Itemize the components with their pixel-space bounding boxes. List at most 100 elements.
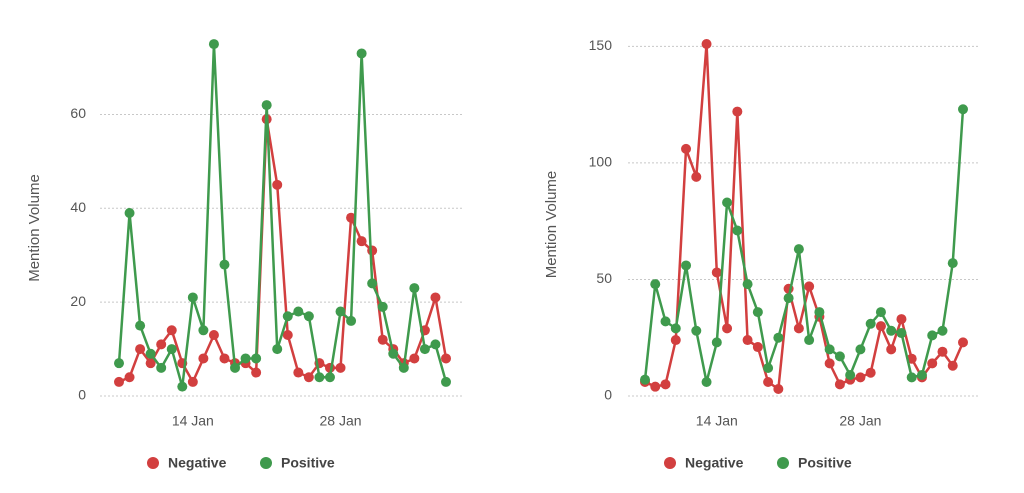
data-point (208, 39, 219, 50)
y-tick-label: 0 (78, 387, 86, 403)
data-point (367, 278, 378, 289)
data-point (742, 335, 753, 346)
data-point (272, 179, 283, 190)
data-point (219, 259, 230, 270)
data-point (896, 328, 907, 339)
data-point (409, 283, 420, 294)
data-point (114, 376, 124, 387)
legend-marker (260, 457, 272, 469)
data-point (303, 372, 314, 383)
data-point (114, 358, 124, 369)
data-point (398, 362, 409, 373)
data-point (441, 353, 451, 364)
y-axis-label: Mention Volume (543, 171, 560, 279)
y-axis-label: Mention Volume (26, 174, 43, 282)
legend-text: Negative (168, 455, 227, 471)
legend-marker (147, 457, 159, 469)
data-point (272, 344, 283, 355)
y-tick-label: 0 (604, 387, 612, 403)
data-point (670, 323, 681, 334)
data-point (916, 370, 927, 381)
data-point (722, 323, 733, 334)
data-point (388, 348, 399, 359)
data-point (208, 330, 219, 340)
data-point (793, 323, 804, 334)
data-point (282, 311, 293, 322)
data-point (906, 372, 917, 383)
data-point (937, 346, 948, 357)
data-point (187, 376, 198, 387)
data-point (752, 342, 763, 353)
y-tick-label: 100 (589, 154, 613, 170)
data-point (855, 372, 866, 383)
data-point (834, 351, 845, 362)
data-point (886, 325, 897, 336)
data-point (240, 353, 251, 364)
data-point (409, 353, 420, 364)
legend-text: Positive (281, 455, 335, 471)
data-point (377, 301, 388, 312)
data-point (763, 377, 774, 388)
data-point (824, 358, 835, 369)
x-tick-label: 14 Jan (172, 413, 214, 429)
series-line (118, 117, 448, 384)
data-point (124, 208, 135, 218)
data-point (135, 320, 146, 331)
data-point (166, 325, 177, 336)
data-point (356, 48, 367, 59)
data-point (804, 281, 815, 292)
data-point (865, 318, 876, 329)
data-point (314, 372, 325, 383)
data-point (356, 236, 367, 247)
legend-text: Positive (798, 455, 852, 471)
data-point (732, 225, 743, 236)
y-tick-label: 40 (70, 199, 86, 215)
x-tick-label: 28 Jan (839, 413, 881, 429)
data-point (701, 38, 712, 49)
data-point (293, 306, 304, 317)
data-point (773, 384, 784, 395)
data-point (886, 344, 897, 355)
series-line (643, 109, 965, 384)
data-point (845, 370, 856, 381)
data-point (124, 372, 135, 383)
data-point (419, 344, 430, 355)
data-point (650, 381, 661, 392)
data-point (691, 171, 702, 182)
data-point (230, 362, 241, 373)
data-point (650, 279, 661, 290)
data-point (824, 344, 835, 355)
x-tick-label: 28 Jan (319, 413, 361, 429)
data-point (640, 374, 650, 385)
data-point (177, 381, 188, 392)
data-point (187, 292, 198, 303)
data-point (947, 360, 958, 371)
data-point (251, 367, 262, 378)
y-tick-label: 150 (589, 37, 613, 53)
data-point (166, 344, 177, 355)
data-point (875, 307, 886, 318)
legend-text: Negative (685, 455, 744, 471)
data-point (251, 353, 262, 364)
legend-marker (777, 457, 789, 469)
data-point (958, 337, 968, 348)
data-point (282, 330, 293, 340)
data-point (156, 339, 167, 350)
data-point (763, 363, 774, 374)
data-point (145, 348, 156, 359)
data-point (145, 358, 156, 369)
y-tick-label: 50 (596, 270, 612, 286)
data-point (660, 316, 671, 327)
data-point (701, 377, 712, 388)
data-point (198, 325, 209, 336)
y-tick-label: 60 (70, 105, 86, 121)
data-point (865, 367, 876, 378)
data-point (752, 307, 763, 318)
data-point (261, 100, 272, 111)
x-tick-label: 14 Jan (696, 413, 738, 429)
data-point (937, 325, 948, 336)
data-point (377, 334, 388, 345)
data-point (198, 353, 209, 364)
data-point (896, 314, 907, 325)
